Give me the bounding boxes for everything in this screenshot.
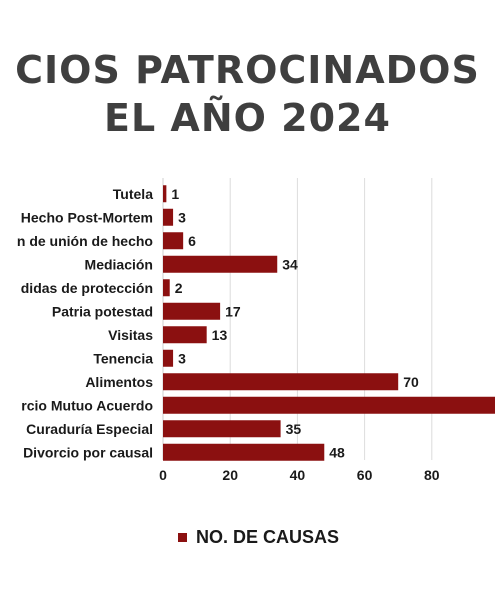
legend-swatch: [178, 533, 187, 542]
category-label: Alimentos: [85, 374, 153, 390]
bar: [163, 302, 221, 320]
legend-label: NO. DE CAUSAS: [196, 527, 340, 547]
data-label: 13: [212, 327, 228, 343]
bar: [163, 208, 174, 226]
legend: NO. DE CAUSAS: [178, 527, 339, 548]
data-label: 17: [225, 303, 241, 319]
x-tick-label: 0: [159, 467, 167, 483]
data-label: 70: [403, 374, 419, 390]
category-label: Visitas: [108, 327, 153, 343]
category-label: Tenencia: [93, 350, 153, 366]
category-label: rcio Mutuo Acuerdo: [21, 397, 153, 413]
category-label: Curaduría Especial: [26, 421, 153, 437]
data-label: 2: [175, 280, 183, 296]
bar-chart: Tutela 1 Hecho Post-Mortem 3 n de unión de h…: [17, 178, 495, 483]
bar: [163, 420, 281, 438]
data-label: 48: [329, 444, 345, 460]
bar: [163, 443, 325, 461]
bar: [163, 349, 174, 367]
data-label: 34: [282, 256, 298, 272]
category-label: Hecho Post-Mortem: [21, 209, 153, 225]
chart-title-line-2: EL AÑO 2024: [104, 96, 391, 140]
category-label: Mediación: [85, 256, 153, 272]
data-label: 3: [178, 350, 186, 366]
category-label: Divorcio por causal: [23, 444, 153, 460]
data-label: 6: [188, 233, 196, 249]
bar: [163, 279, 170, 297]
category-label: Tutela: [113, 186, 153, 202]
bar: [163, 232, 184, 250]
bar: [163, 373, 399, 391]
chart-title-line-1: CIOS PATROCINADOS: [15, 48, 480, 92]
x-tick-label: 80: [424, 467, 440, 483]
data-label: 35: [286, 421, 302, 437]
category-label: didas de protección: [21, 280, 153, 296]
bar: [163, 185, 167, 203]
bar: [163, 326, 207, 344]
bar: [163, 255, 278, 273]
x-tick-label: 40: [290, 467, 306, 483]
x-tick-label: 60: [357, 467, 373, 483]
category-label: Patria potestad: [52, 303, 153, 319]
category-label: n de unión de hecho: [17, 233, 153, 249]
x-tick-label: 20: [222, 467, 238, 483]
data-label: 3: [178, 209, 186, 225]
bar: [163, 396, 495, 414]
data-label: 1: [171, 186, 179, 202]
